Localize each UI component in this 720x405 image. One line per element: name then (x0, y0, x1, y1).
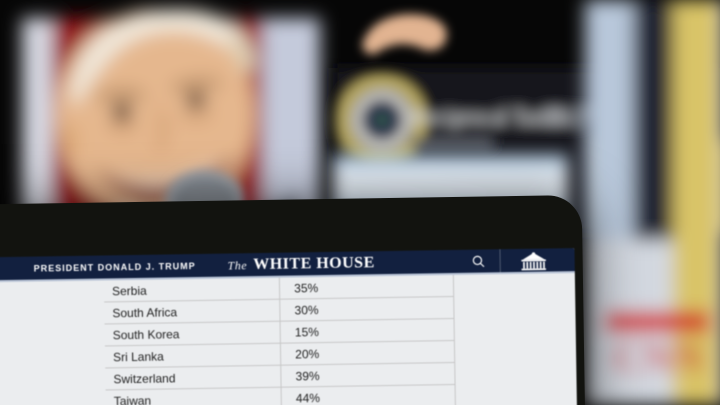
svg-text:CNN: CNN (613, 336, 704, 382)
svg-text:to the USA: to the USA (542, 117, 586, 127)
